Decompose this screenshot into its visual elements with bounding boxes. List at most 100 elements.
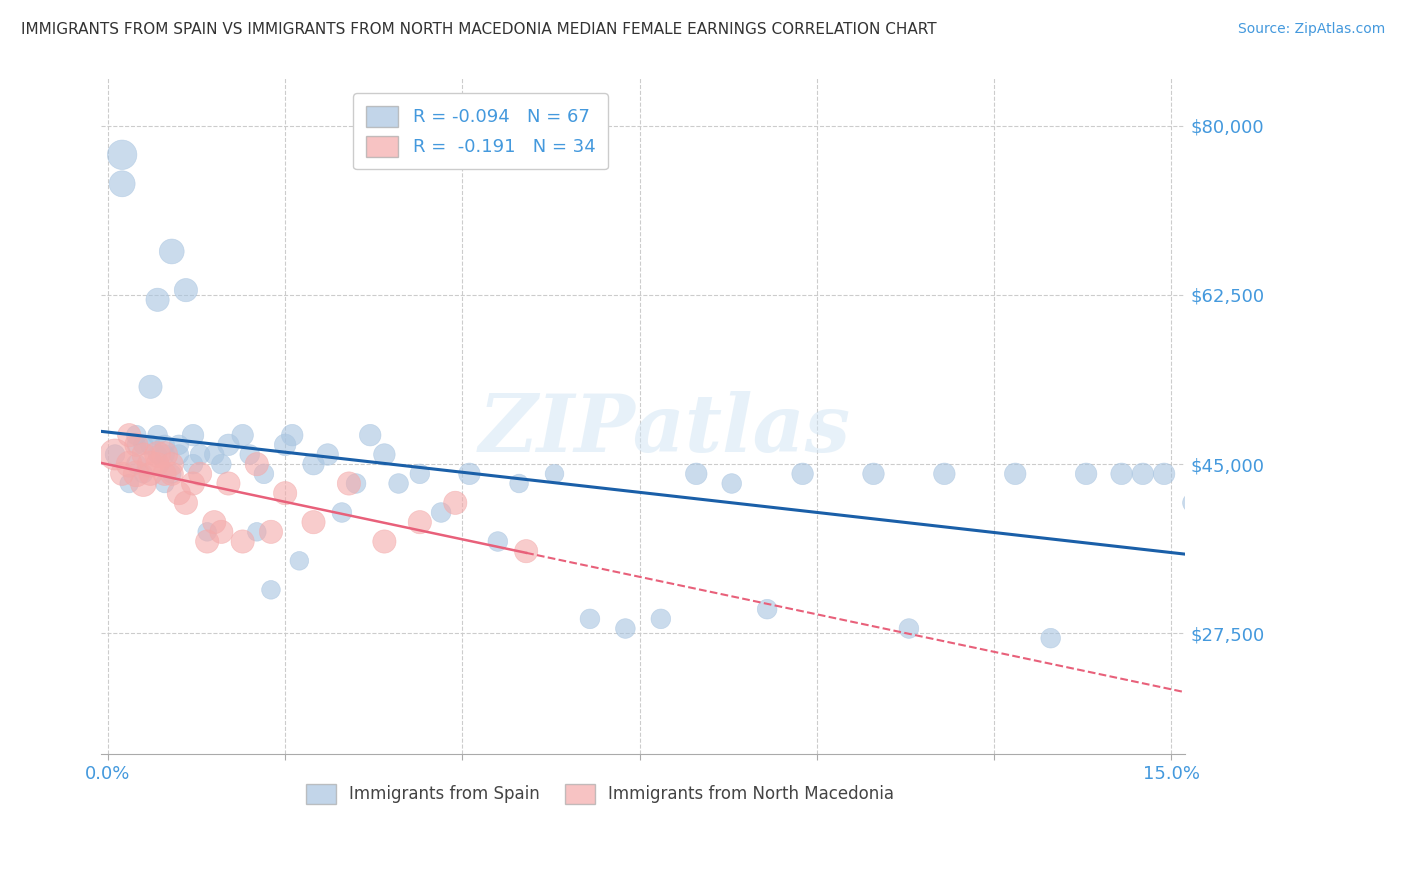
Point	[174, 283, 197, 297]
Point	[125, 438, 148, 452]
Legend: Immigrants from Spain, Immigrants from North Macedonia: Immigrants from Spain, Immigrants from N…	[295, 774, 904, 814]
Point	[253, 467, 276, 481]
Point	[281, 428, 304, 442]
Point	[111, 467, 134, 481]
Point	[579, 612, 602, 626]
Point	[174, 496, 197, 510]
Point	[232, 534, 254, 549]
Point	[260, 582, 283, 597]
Point	[217, 438, 239, 452]
Point	[146, 428, 169, 442]
Point	[188, 448, 211, 462]
Point	[1111, 467, 1133, 481]
Text: IMMIGRANTS FROM SPAIN VS IMMIGRANTS FROM NORTH MACEDONIA MEDIAN FEMALE EARNINGS : IMMIGRANTS FROM SPAIN VS IMMIGRANTS FROM…	[21, 22, 936, 37]
Point	[246, 524, 269, 539]
Point	[153, 448, 176, 462]
Point	[139, 438, 162, 452]
Point	[650, 612, 672, 626]
Point	[125, 438, 148, 452]
Point	[160, 467, 183, 481]
Point	[508, 476, 530, 491]
Point	[195, 524, 218, 539]
Point	[217, 476, 239, 491]
Point	[515, 544, 537, 558]
Point	[792, 467, 814, 481]
Point	[543, 467, 565, 481]
Point	[239, 448, 262, 462]
Point	[316, 448, 339, 462]
Point	[344, 476, 367, 491]
Point	[181, 476, 204, 491]
Point	[614, 622, 637, 636]
Point	[274, 486, 297, 500]
Point	[125, 428, 148, 442]
Point	[897, 622, 920, 636]
Point	[111, 177, 134, 191]
Point	[302, 515, 325, 529]
Point	[409, 467, 432, 481]
Point	[274, 438, 297, 452]
Point	[188, 467, 211, 481]
Point	[111, 148, 134, 162]
Point	[125, 467, 148, 481]
Point	[409, 515, 432, 529]
Point	[330, 506, 353, 520]
Point	[125, 457, 148, 471]
Point	[458, 467, 481, 481]
Point	[118, 457, 141, 471]
Point	[104, 448, 127, 462]
Point	[181, 428, 204, 442]
Point	[260, 524, 283, 539]
Point	[387, 476, 409, 491]
Point	[720, 476, 742, 491]
Point	[160, 467, 183, 481]
Point	[181, 457, 204, 471]
Point	[167, 438, 190, 452]
Point	[444, 496, 467, 510]
Point	[153, 438, 176, 452]
Point	[202, 515, 225, 529]
Point	[118, 476, 141, 491]
Point	[146, 448, 169, 462]
Point	[153, 476, 176, 491]
Point	[139, 457, 162, 471]
Point	[139, 467, 162, 481]
Point	[160, 244, 183, 259]
Point	[167, 448, 190, 462]
Point	[132, 476, 155, 491]
Point	[862, 467, 884, 481]
Text: ZIPatlas: ZIPatlas	[478, 391, 851, 468]
Point	[685, 467, 707, 481]
Point	[1153, 467, 1175, 481]
Point	[1039, 631, 1062, 645]
Point	[337, 476, 360, 491]
Point	[246, 457, 269, 471]
Point	[209, 524, 232, 539]
Point	[132, 448, 155, 462]
Point	[202, 448, 225, 462]
Point	[153, 467, 176, 481]
Point	[1132, 467, 1154, 481]
Point	[146, 457, 169, 471]
Text: Source: ZipAtlas.com: Source: ZipAtlas.com	[1237, 22, 1385, 37]
Point	[146, 293, 169, 307]
Point	[118, 428, 141, 442]
Point	[167, 486, 190, 500]
Point	[132, 438, 155, 452]
Point	[1074, 467, 1097, 481]
Point	[139, 380, 162, 394]
Point	[146, 448, 169, 462]
Point	[486, 534, 509, 549]
Point	[209, 457, 232, 471]
Point	[232, 428, 254, 442]
Point	[153, 448, 176, 462]
Point	[359, 428, 381, 442]
Point	[373, 448, 395, 462]
Point	[104, 448, 127, 462]
Point	[934, 467, 956, 481]
Point	[288, 554, 311, 568]
Point	[132, 467, 155, 481]
Point	[1004, 467, 1026, 481]
Point	[195, 534, 218, 549]
Point	[160, 457, 183, 471]
